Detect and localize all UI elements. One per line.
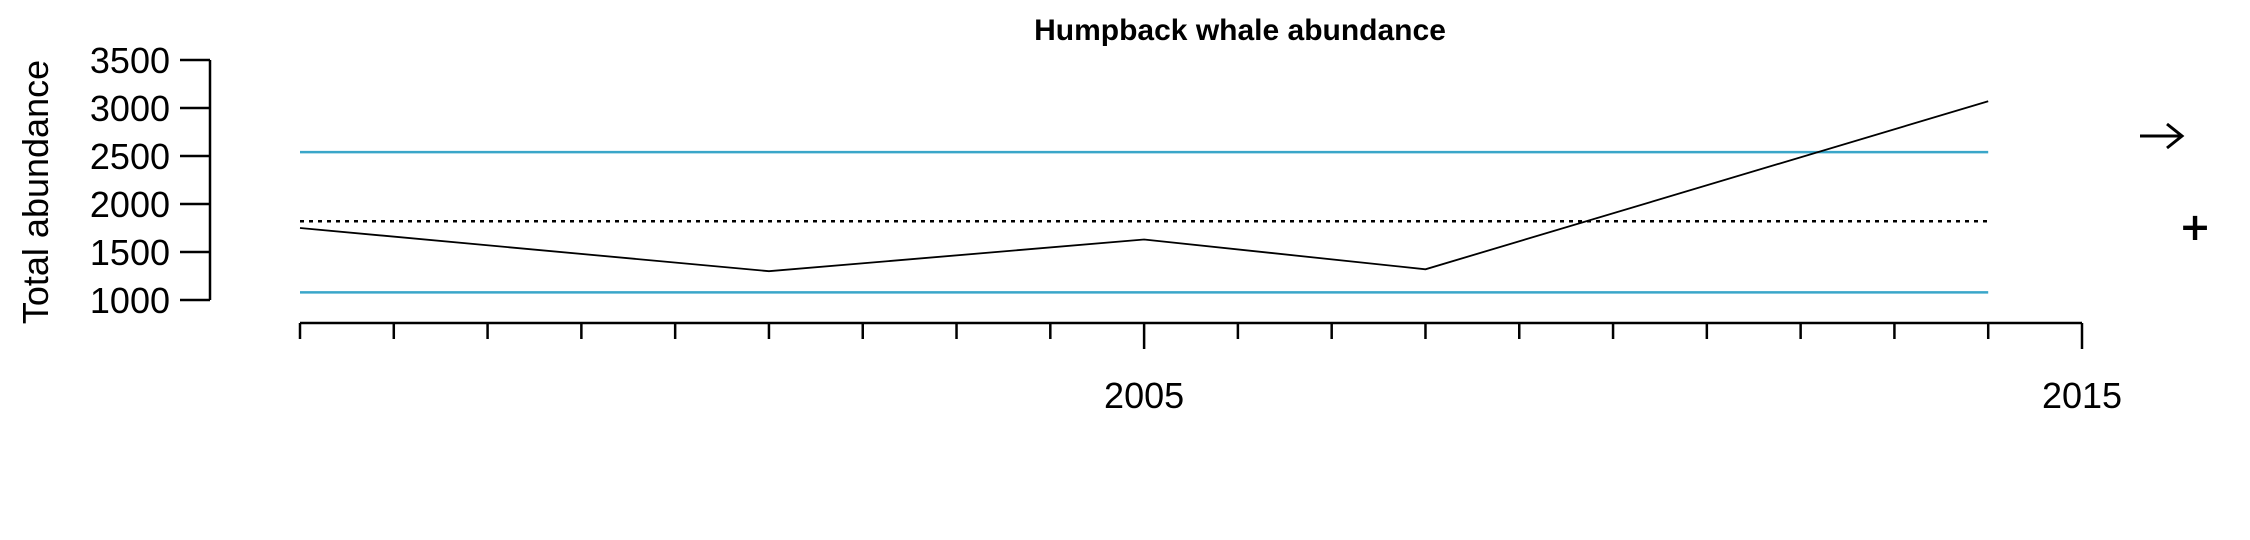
chart-title: Humpback whale abundance <box>1034 14 1446 47</box>
reference-lines <box>300 150 1989 294</box>
y-axis-label: Total abundance <box>15 60 56 324</box>
y-tick-label: 3000 <box>90 88 170 129</box>
status-plus-symbol: + <box>2179 205 2211 249</box>
y-tick-label: 1500 <box>90 232 170 273</box>
abundance-series-line <box>299 100 1989 273</box>
y-axis: 1000 1500 2000 2500 3000 3500 <box>90 40 212 321</box>
y-tick-label: 1000 <box>90 280 170 321</box>
y-tick-label: 2000 <box>90 184 170 225</box>
x-axis: 2005 2015 <box>298 321 2122 416</box>
x-tick-label: 2015 <box>2042 375 2122 416</box>
y-tick-label: 2500 <box>90 136 170 177</box>
y-tick-label: 3500 <box>90 40 170 81</box>
series-lines <box>299 100 1989 273</box>
x-tick-label: 2005 <box>1104 375 1184 416</box>
trend-arrow-icon <box>2140 122 2185 150</box>
